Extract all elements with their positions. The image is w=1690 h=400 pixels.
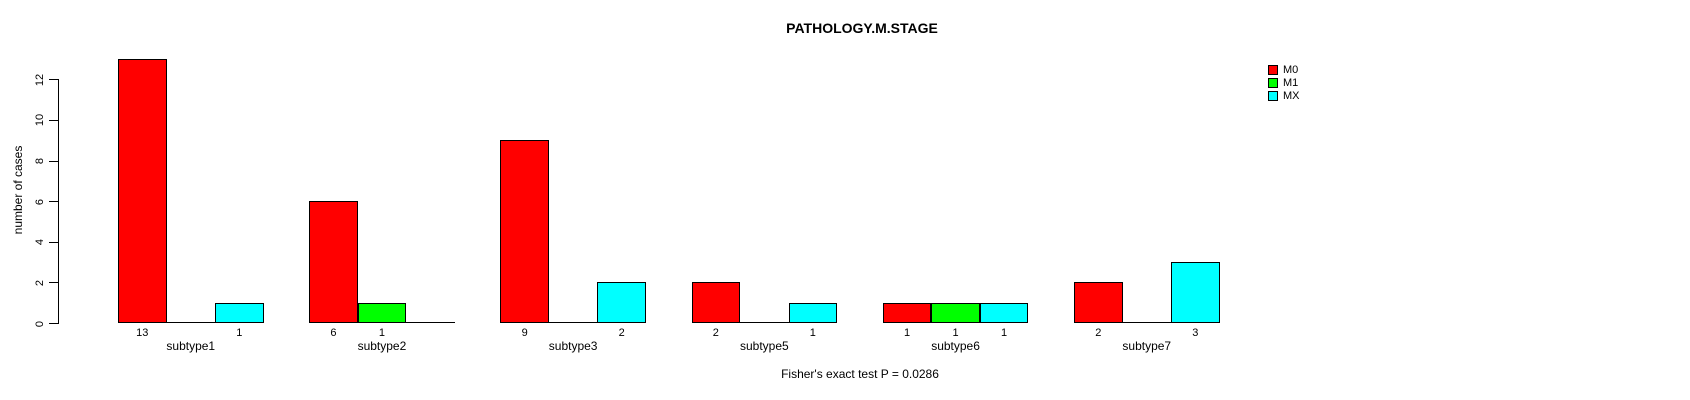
legend-swatch-M0 [1268,65,1278,75]
zero-bar-M1-subtype1 [166,322,215,323]
legend-label-MX: MX [1283,90,1300,102]
bar-MX-subtype1 [215,302,264,323]
bar-M0-subtype7 [1074,282,1123,323]
y-axis-tick-label: 0 [34,320,46,327]
category-label-subtype5: subtype5 [739,339,789,353]
category-label-subtype6: subtype6 [931,339,980,353]
bar-MX-subtype5 [788,302,838,323]
bar-value-label: 3 [1192,327,1199,339]
bar-value-label: 1 [378,327,385,339]
y-axis-tick-label: 6 [34,198,46,205]
bar-value-label: 1 [952,327,959,339]
category-label-subtype3: subtype3 [548,339,598,353]
bar-M0-subtype6 [882,302,932,323]
chart-title: PATHOLOGY.M.STAGE [786,20,938,36]
bar-value-label: 1 [903,327,911,339]
y-axis-tick [49,241,58,243]
category-label-subtype7: subtype7 [1122,339,1172,353]
bar-MX-subtype7 [1171,262,1220,323]
bar-value-label: 9 [521,327,528,339]
y-axis-tick-label: 10 [34,114,46,127]
bar-value-label: 6 [330,327,337,339]
bar-M1-subtype6 [931,302,980,323]
category-label-subtype1: subtype1 [166,339,216,353]
bar-value-label: 1 [1000,327,1008,339]
y-axis-tick-label: 2 [34,279,46,286]
zero-bar-M1-subtype3 [548,322,598,323]
bar-M0-subtype2 [309,201,358,323]
y-axis-tick-label: 8 [34,157,46,165]
bar-MX-subtype6 [979,302,1029,323]
category-label-subtype2: subtype2 [357,339,407,353]
y-axis-tick [49,119,58,121]
bar-value-label: 13 [136,327,149,339]
legend-swatch-MX [1268,91,1278,101]
y-axis-tick [49,79,58,81]
bar-M0-subtype1 [118,58,167,323]
bar-value-label: 1 [809,327,816,339]
y-axis-line [58,79,59,324]
bar-M0-subtype5 [691,282,741,323]
y-axis-tick-label: 12 [34,73,46,86]
y-axis-tick-label: 4 [34,239,46,246]
bar-value-label: 1 [236,327,243,339]
stat-test-caption: Fisher's exact test P = 0.0286 [781,367,939,381]
bar-value-label: 2 [618,327,625,339]
zero-bar-M1-subtype5 [740,322,789,323]
zero-bar-MX-subtype2 [406,322,455,323]
bar-value-label: 2 [712,327,719,339]
y-axis-tick [49,282,58,284]
legend-swatch-M1 [1268,78,1278,88]
y-axis-tick [49,323,58,324]
y-axis-label: number of cases [11,145,25,235]
bar-MX-subtype3 [597,282,646,323]
y-axis-tick [49,160,58,162]
bar-M0-subtype3 [500,140,549,323]
legend-label-M1: M1 [1283,77,1299,89]
zero-bar-M1-subtype7 [1122,322,1171,323]
bar-value-label: 2 [1095,327,1102,339]
y-axis-tick [49,201,58,203]
legend-label-M0: M0 [1283,64,1299,76]
bar-M1-subtype2 [357,302,407,323]
